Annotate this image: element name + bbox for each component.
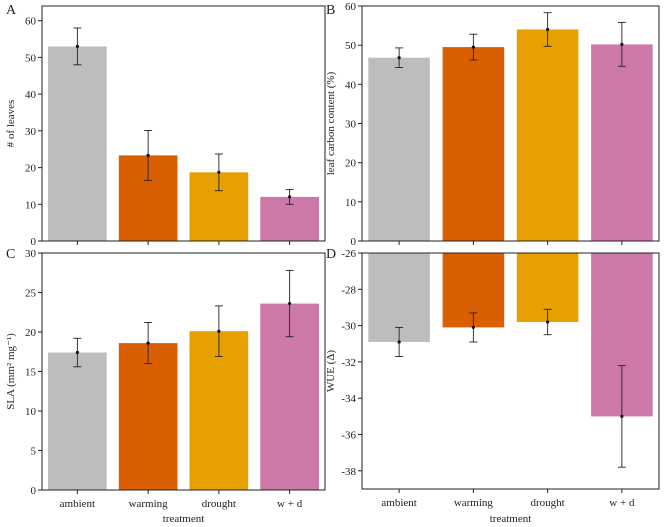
bar-b-3 [591, 44, 653, 242]
y-axis-label: WUE (Δ) [325, 350, 337, 393]
plot-frame [41, 5, 326, 242]
y-tick-label: -26 [341, 248, 356, 260]
x-tick-label: warming [129, 498, 169, 510]
y-tick-label: 30 [25, 248, 37, 260]
y-tick-label: 0 [31, 236, 37, 248]
y-tick-label: 0 [31, 485, 37, 497]
x-tick-label: ambient [381, 497, 416, 509]
x-axis-label: treatment [163, 513, 205, 525]
y-tick-label: 10 [25, 199, 37, 211]
x-tick-label: w + d [277, 498, 303, 510]
y-tick-label: 40 [345, 79, 357, 91]
mean-point [620, 42, 624, 47]
x-tick-label: ambient [60, 498, 95, 510]
y-tick-label: 10 [345, 197, 357, 209]
mean-point [620, 414, 624, 418]
mean-point [146, 153, 150, 157]
mean-point [217, 329, 221, 333]
bar-b-1 [442, 47, 505, 241]
panel-d: -38 -36 -34 -32 -30 -28 -26 ambient warming droug… [325, 247, 660, 525]
panel-a: 0 10 20 30 40 50 60 # of leaves A [5, 3, 326, 248]
y-tick-label: 15 [25, 367, 37, 379]
mean-point [75, 44, 79, 49]
y-tick-label: -28 [341, 284, 356, 296]
mean-point [217, 170, 221, 174]
y-tick-label: 60 [345, 1, 357, 13]
y-axis-label: leaf carbon content (%) [325, 71, 337, 175]
panel-label: A [6, 3, 17, 18]
x-tick-label: w + d [609, 497, 635, 509]
mean-point [397, 56, 401, 60]
y-tick-label: 5 [31, 446, 37, 458]
y-axis-label: # of leaves [5, 100, 17, 148]
panel-c: 0 5 10 15 20 25 30 ambient warming drought w + d tr… [5, 247, 326, 525]
panel-label: D [326, 247, 336, 262]
y-tick-label: 0 [351, 236, 357, 248]
x-axis-label: treatment [490, 513, 532, 525]
plot-frame [361, 252, 660, 490]
x-tick-label: warming [454, 497, 494, 509]
bar-c-0 [48, 352, 107, 490]
y-tick-label: -34 [341, 393, 356, 405]
bar-b-0 [368, 57, 430, 242]
y-tick-label: 25 [25, 288, 37, 300]
y-tick-label: 60 [25, 16, 37, 28]
y-tick-label: -36 [341, 430, 356, 442]
panel-label: B [326, 3, 335, 18]
bar-a-0 [48, 46, 107, 242]
mean-point [546, 27, 550, 32]
y-tick-label: 30 [345, 119, 357, 131]
panel-label: C [6, 247, 15, 262]
y-tick-label: 50 [345, 40, 357, 52]
mean-point [146, 341, 150, 345]
mean-point [471, 325, 475, 329]
y-tick-label: 30 [25, 126, 37, 138]
x-tick-label: drought [202, 498, 236, 510]
y-tick-label: -38 [341, 466, 356, 478]
bar-c-2 [189, 331, 249, 490]
y-tick-label: 50 [25, 52, 37, 64]
y-tick-label: 10 [25, 406, 37, 418]
y-tick-label: 20 [25, 327, 37, 339]
y-tick-label: 40 [25, 89, 37, 101]
y-tick-label: -30 [341, 321, 356, 333]
mean-point [75, 350, 79, 355]
y-tick-label: -32 [341, 357, 356, 369]
bar-b-2 [516, 29, 579, 241]
mean-point [471, 45, 475, 49]
y-axis-label: SLA (mm² mg⁻¹) [5, 333, 17, 410]
mean-point [397, 340, 401, 344]
mean-point [546, 320, 550, 324]
x-tick-label: drought [531, 497, 565, 509]
bar-c-1 [118, 343, 178, 490]
y-tick-label: 20 [345, 158, 357, 170]
y-tick-label: 20 [25, 163, 37, 175]
panel-b: 0 10 20 30 40 50 60 leaf carbon content (%) B [325, 1, 660, 248]
mean-point [288, 302, 292, 306]
mean-point [288, 195, 292, 199]
